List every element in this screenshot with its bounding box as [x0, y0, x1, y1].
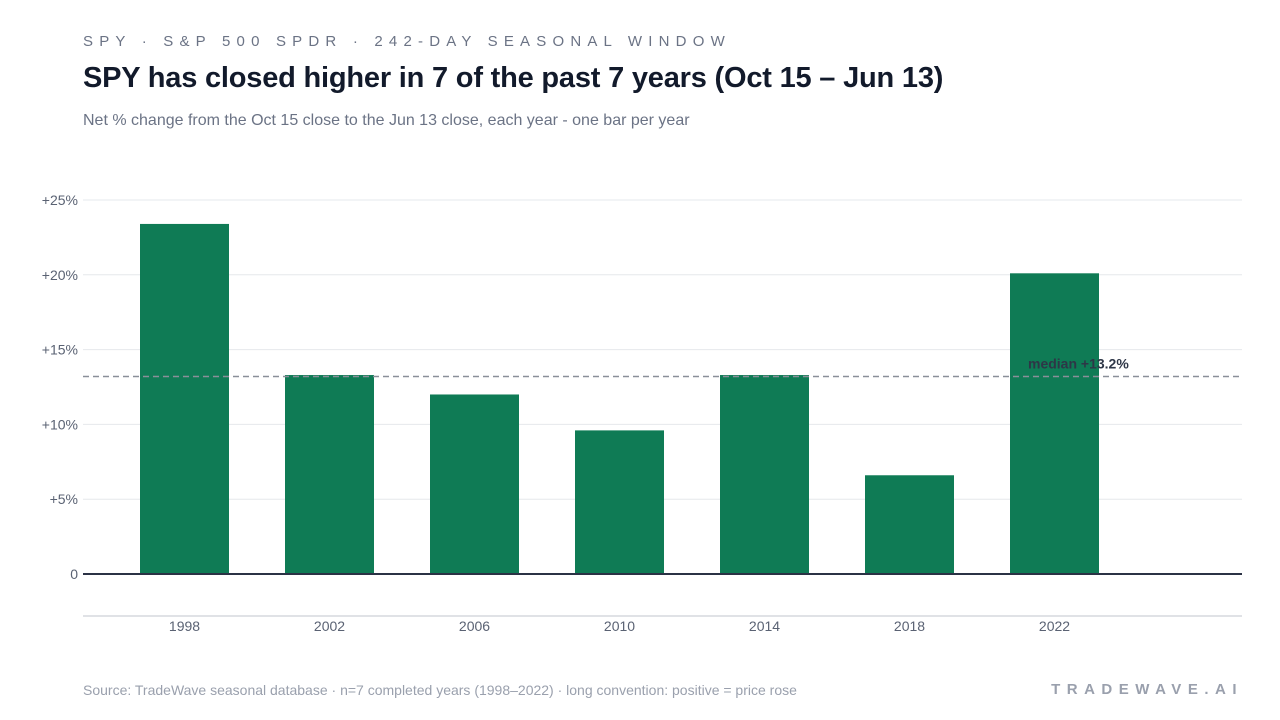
x-tick-label: 2002 — [314, 618, 345, 634]
y-tick-label: +25% — [42, 192, 78, 208]
x-tick-label: 2014 — [749, 618, 780, 634]
chart-title: SPY has closed higher in 7 of the past 7… — [83, 62, 944, 94]
y-tick-label: +10% — [42, 416, 78, 432]
y-tick-label: 0 — [70, 566, 78, 582]
bars — [83, 223, 1242, 575]
x-tick-label: 2010 — [604, 618, 635, 634]
x-axis-tick-labels: 1998 2002 2006 2010 2014 2018 2022 — [169, 618, 1070, 634]
x-tick-label: 2022 — [1039, 618, 1070, 634]
bar-2006 — [430, 394, 519, 574]
chart-kicker: SPY · S&P 500 SPDR · 242-DAY SEASONAL WI… — [83, 33, 731, 50]
bar-1998 — [140, 223, 229, 574]
bar-2002 — [285, 375, 374, 574]
bar-2018 — [865, 475, 954, 574]
median-annotation: median +13.2% — [83, 356, 1242, 378]
y-axis-tick-labels: 0 +5% +10% +15% +20% +25% — [42, 192, 78, 582]
y-tick-label: +20% — [42, 267, 78, 283]
median-label: median +13.2% — [1028, 356, 1129, 372]
y-tick-label: +5% — [50, 491, 78, 507]
bar-2022 — [1010, 273, 1099, 574]
brand-logo: TRADEWAVE.AI — [1051, 681, 1243, 698]
x-tick-label: 2006 — [459, 618, 490, 634]
source-note: Source: TradeWave seasonal database · n=… — [83, 682, 797, 698]
x-tick-label: 2018 — [894, 618, 925, 634]
x-tick-label: 1998 — [169, 618, 200, 634]
y-tick-label: +15% — [42, 342, 78, 358]
chart-subtitle: Net % change from the Oct 15 close to th… — [83, 112, 690, 129]
bar-2010 — [575, 430, 664, 574]
bar-2014 — [720, 375, 809, 574]
